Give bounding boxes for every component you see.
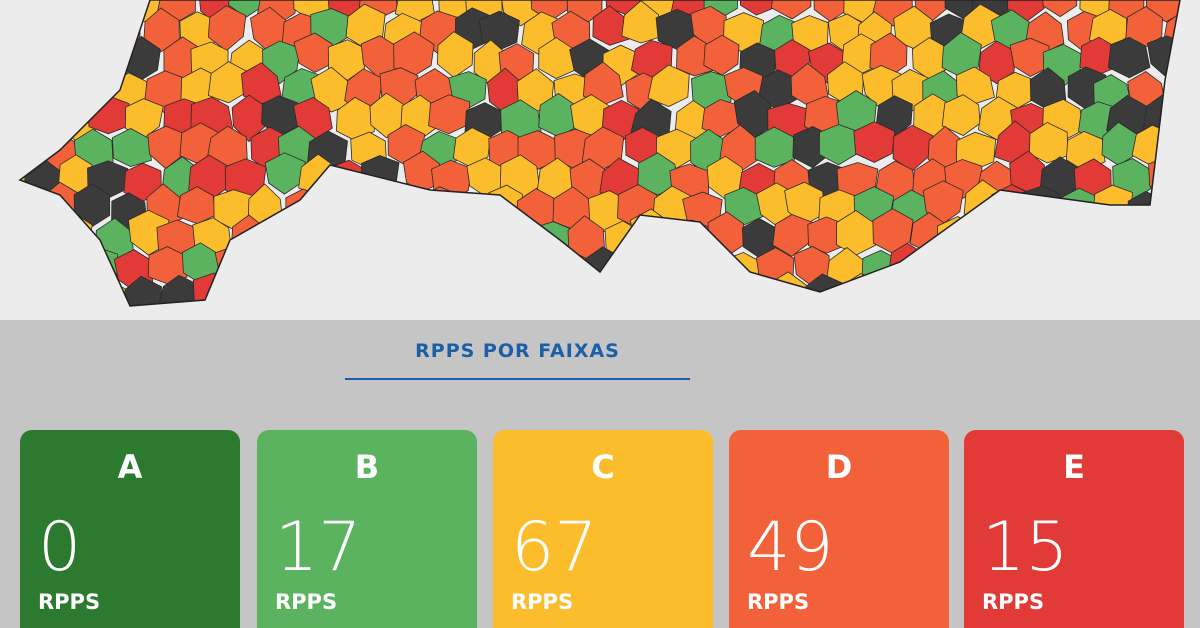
municipality (913, 0, 950, 22)
municipality (1107, 36, 1151, 79)
card-grade: C (591, 448, 615, 486)
rating-card: C 67 RPPS (493, 430, 713, 628)
municipality (1041, 0, 1078, 18)
municipality (941, 94, 981, 136)
municipality (428, 94, 471, 135)
rating-card: A 0 RPPS (20, 430, 240, 628)
municipality (499, 0, 541, 27)
rating-card: E 15 RPPS (964, 430, 1184, 628)
card-unit: RPPS (747, 590, 810, 614)
card-grade: A (117, 448, 143, 486)
municipality (621, 0, 662, 44)
card-unit: RPPS (275, 590, 338, 614)
card-unit: RPPS (511, 590, 574, 614)
card-grade: D (825, 448, 853, 486)
municipality (264, 152, 306, 195)
municipality (637, 152, 678, 196)
rating-card: D 49 RPPS (729, 430, 949, 628)
municipality (293, 32, 333, 73)
card-unit: RPPS (982, 590, 1045, 614)
municipality (853, 121, 896, 163)
municipality (1009, 37, 1050, 77)
municipality (1028, 121, 1069, 164)
card-unit: RPPS (38, 590, 101, 614)
rating-card: B 17 RPPS (257, 430, 477, 628)
map (0, 0, 1200, 320)
card-count: 0 (38, 508, 82, 587)
municipality (770, 0, 812, 20)
card-count: 17 (275, 508, 362, 587)
card-count: 67 (511, 508, 598, 587)
title-underline (345, 378, 690, 380)
section-title: RPPS POR FAIXAS (415, 340, 620, 362)
municipality (120, 275, 163, 306)
municipality (739, 0, 777, 16)
state-outline (18, 0, 1181, 307)
municipality (647, 64, 690, 107)
municipality (1145, 0, 1180, 23)
card-grade: B (354, 448, 380, 486)
card-grade: E (1063, 448, 1085, 486)
card-count: 49 (747, 508, 834, 587)
municipality (143, 7, 180, 53)
card-count: 15 (982, 508, 1069, 587)
